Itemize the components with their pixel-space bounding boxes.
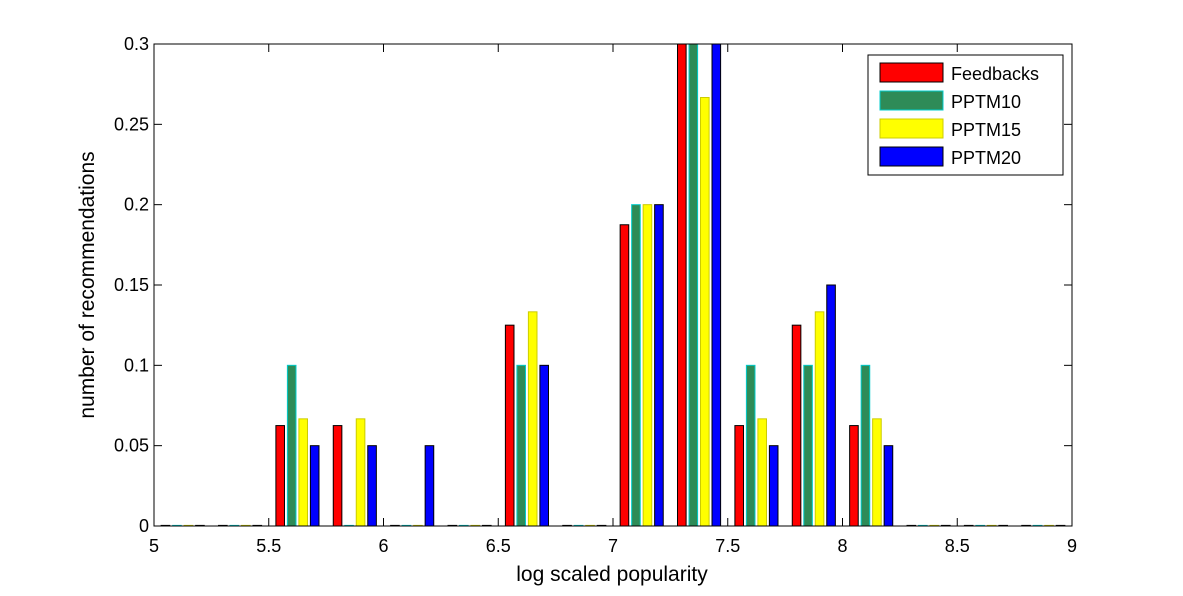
bar-pptm15-3 (355, 418, 366, 527)
legend-label-feedbacks: Feedbacks (951, 64, 1039, 84)
y-tick-label: 0.25 (114, 114, 149, 134)
legend-label-pptm20: PPTM20 (951, 148, 1021, 168)
y-tick-label: 0.3 (124, 34, 149, 54)
y-tick-label: 0.15 (114, 275, 149, 295)
bar-pptm15-9 (700, 97, 710, 527)
legend-swatch-feedbacks (879, 62, 944, 83)
bar-pptm10-6 (516, 364, 526, 527)
bar-pptm20-2 (309, 445, 320, 527)
y-tick-label: 0.1 (124, 355, 149, 375)
bar-pptm20-8 (654, 204, 664, 527)
bar-feedbacks-8 (619, 224, 630, 527)
bar-pptm10-10 (745, 364, 756, 527)
bar-pptm20-4 (424, 445, 435, 527)
legend-label-pptm10: PPTM10 (951, 92, 1021, 112)
bar-pptm15-11 (814, 311, 825, 527)
x-tick-label: 7 (608, 536, 618, 556)
legend-swatch-pptm20 (879, 146, 944, 167)
bar-feedbacks-9 (677, 43, 687, 527)
x-tick-label: 5.5 (256, 536, 281, 556)
bar-pptm10-2 (286, 364, 297, 527)
legend-swatch-pptm15 (879, 118, 944, 139)
bar-pptm10-9 (688, 43, 699, 527)
x-tick-label: 8.5 (945, 536, 970, 556)
bar-pptm20-11 (826, 284, 836, 527)
bar-pptm20-3 (367, 445, 377, 527)
ticks-layer: 5 5.5 6 6.5 7 7.5 8 8.5 9 0 0.05 0.1 0.15 0.2 0.25 0.3 (114, 34, 1077, 556)
y-tick-label: 0 (139, 516, 149, 536)
bar-pptm20-10 (768, 445, 779, 527)
y-tick-label: 0.2 (124, 195, 149, 215)
bar-feedbacks-2 (275, 425, 285, 527)
bar-feedbacks-10 (734, 425, 744, 527)
x-axis-label: log scaled popularity (516, 563, 708, 586)
bar-feedbacks-6 (504, 324, 515, 527)
bar-pptm10-12 (860, 364, 871, 527)
bar-pptm15-8 (642, 204, 653, 527)
bar-pptm15-2 (298, 418, 308, 527)
bar-feedbacks-3 (332, 425, 343, 527)
legend-label-pptm15: PPTM15 (951, 120, 1021, 140)
bar-feedbacks-12 (849, 425, 859, 527)
bar-pptm20-12 (883, 445, 894, 527)
x-tick-label: 5 (149, 536, 159, 556)
legend-swatch-pptm10 (879, 90, 944, 111)
bar-pptm10-11 (803, 364, 813, 527)
bar-pptm15-10 (757, 418, 767, 527)
bar-pptm10-8 (631, 204, 641, 527)
x-tick-label: 7.5 (715, 536, 740, 556)
bar-pptm15-12 (872, 418, 882, 527)
x-tick-label: 8 (837, 536, 847, 556)
bar-pptm20-6 (539, 364, 549, 527)
bar-pptm20-9 (711, 43, 722, 527)
y-tick-label: 0.05 (114, 436, 149, 456)
x-tick-label: 6 (378, 536, 388, 556)
y-axis-label: number of recommendations (76, 151, 99, 418)
legend: Feedbacks PPTM10 PPTM15 PPTM20 (867, 54, 1064, 176)
x-tick-label: 9 (1067, 536, 1077, 556)
bar-pptm15-6 (527, 311, 538, 527)
bar-feedbacks-11 (791, 324, 802, 527)
x-tick-label: 6.5 (486, 536, 511, 556)
